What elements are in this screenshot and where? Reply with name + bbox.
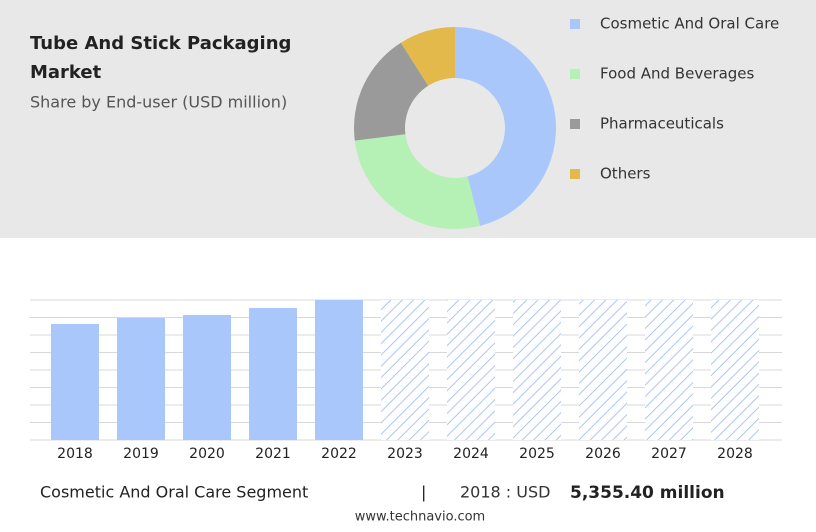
legend-swatch xyxy=(570,119,580,129)
legend-swatch xyxy=(570,169,580,179)
forecast-placeholder xyxy=(711,300,759,440)
x-tick-label: 2026 xyxy=(585,446,621,462)
legend-label: Pharmaceuticals xyxy=(600,115,724,133)
source: www.technavio.com xyxy=(355,510,485,525)
subtitle: Share by End-user (USD million) xyxy=(30,93,287,112)
donut-segment xyxy=(354,42,429,141)
title: Tube And Stick Packaging Market xyxy=(30,33,291,83)
x-tick-label: 2022 xyxy=(321,446,357,462)
x-tick-label: 2024 xyxy=(453,446,489,462)
footer-segment: Cosmetic And Oral Care Segment xyxy=(40,483,308,502)
x-tick-label: 2018 xyxy=(57,446,93,462)
legend-label: Food And Beverages xyxy=(600,65,755,83)
x-tick-label: 2028 xyxy=(717,446,753,462)
forecast-placeholder xyxy=(579,300,627,440)
legend-label: Others xyxy=(600,165,651,183)
forecast-placeholder xyxy=(381,300,429,440)
bar xyxy=(183,315,231,440)
x-tick-label: 2027 xyxy=(651,446,687,462)
x-tick-label: 2025 xyxy=(519,446,555,462)
bar xyxy=(315,300,363,440)
forecast-placeholder xyxy=(645,300,693,440)
bar xyxy=(117,317,165,440)
donut-segment xyxy=(400,27,455,86)
legend-swatch xyxy=(570,19,580,29)
bar xyxy=(249,308,297,440)
x-tick-label: 2020 xyxy=(189,446,225,462)
footer-value: 5,355.40 million xyxy=(570,483,725,503)
x-tick-label: 2023 xyxy=(387,446,423,462)
footer-separator: | xyxy=(421,483,426,502)
x-tick-label: 2019 xyxy=(123,446,159,462)
x-tick-label: 2021 xyxy=(255,446,291,462)
legend-label: Cosmetic And Oral Care xyxy=(600,15,779,33)
donut-segment xyxy=(354,134,481,229)
forecast-placeholder xyxy=(447,300,495,440)
legend-swatch xyxy=(570,69,580,79)
donut-segment xyxy=(455,27,556,226)
bar xyxy=(51,324,99,440)
footer-year: 2018 : USD xyxy=(460,483,550,502)
forecast-placeholder xyxy=(513,300,561,440)
